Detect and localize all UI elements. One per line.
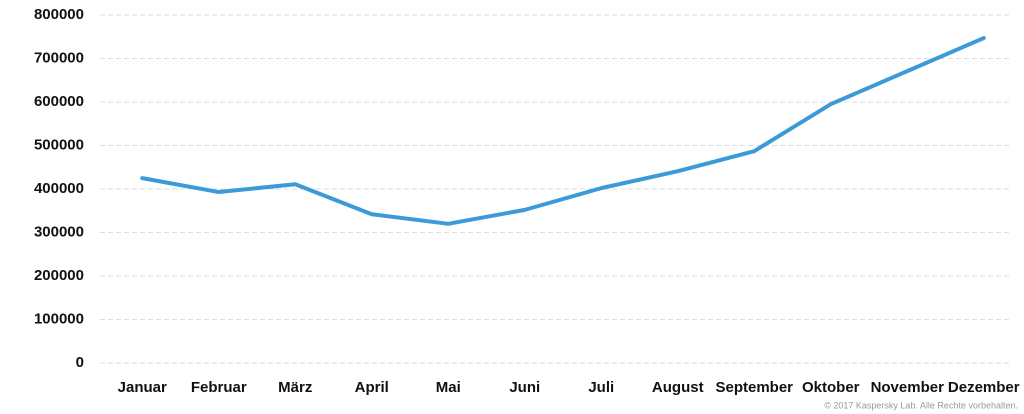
x-tick-label: Oktober — [802, 379, 860, 396]
y-tick-label: 200000 — [34, 267, 84, 284]
y-tick-label: 700000 — [34, 49, 84, 66]
x-tick-label: Juni — [509, 379, 540, 396]
x-tick-label: September — [715, 379, 793, 396]
y-tick-label: 0 — [76, 354, 84, 371]
x-tick-label: August — [652, 379, 704, 396]
y-tick-label: 800000 — [34, 6, 84, 23]
x-tick-label: Februar — [191, 379, 247, 396]
y-tick-label: 100000 — [34, 310, 84, 327]
x-tick-label: November — [871, 379, 945, 396]
y-tick-label: 400000 — [34, 180, 84, 197]
x-tick-label: April — [355, 379, 389, 396]
x-tick-label: Mai — [436, 379, 461, 396]
y-tick-label: 300000 — [34, 223, 84, 240]
y-tick-label: 500000 — [34, 136, 84, 153]
line — [140, 36, 986, 226]
copyright: © 2017 Kaspersky Lab. Alle Rechte vorbeh… — [824, 400, 1018, 410]
x-tick-label: Juli — [588, 379, 614, 396]
x-tick-label: Januar — [118, 379, 167, 396]
x-tick-label: Dezember — [948, 379, 1020, 396]
y-tick-label: 600000 — [34, 93, 84, 110]
x-tick-label: März — [278, 379, 312, 396]
